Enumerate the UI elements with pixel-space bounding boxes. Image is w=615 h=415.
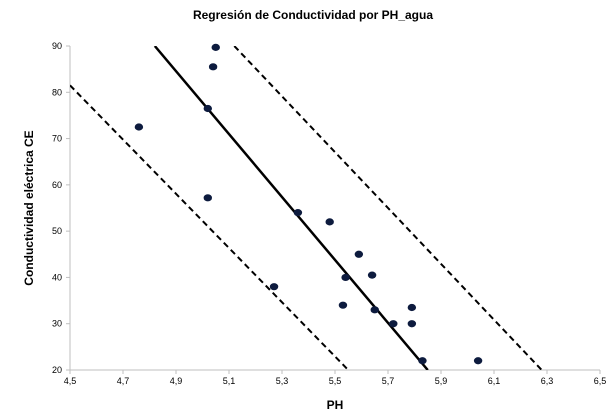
data-point xyxy=(418,357,427,365)
y-tick-label: 40 xyxy=(52,272,62,282)
axes: 4,5 4,7 4,9 5,1 5,3 5,5 5,7 5,9 6,1 6,3 6,5 20 30 40 5… xyxy=(52,41,606,386)
x-tick-label: 4,5 xyxy=(64,376,77,386)
regression-line xyxy=(153,46,429,370)
x-tick-label: 5,3 xyxy=(276,376,289,386)
data-point xyxy=(354,250,364,258)
y-tick-label: 70 xyxy=(52,134,62,144)
data-points xyxy=(134,43,483,365)
data-point xyxy=(269,283,279,291)
data-point xyxy=(389,320,398,328)
y-tick-label: 20 xyxy=(52,365,62,375)
x-tick-label: 5,7 xyxy=(382,376,395,386)
data-point xyxy=(208,63,218,71)
data-point xyxy=(211,43,220,51)
data-point xyxy=(367,271,377,279)
chart-title: Regresión de Conductividad por PH_agua xyxy=(193,8,433,22)
x-tick-label: 6,3 xyxy=(541,376,554,386)
regression-lines xyxy=(70,46,543,370)
data-point xyxy=(203,194,212,202)
data-point xyxy=(341,273,350,282)
y-tick-label: 60 xyxy=(52,180,62,190)
confidence-line xyxy=(70,84,349,370)
data-point xyxy=(338,301,348,309)
y-tick-label: 80 xyxy=(52,87,62,97)
x-tick-label: 4,9 xyxy=(170,376,183,386)
y-tick-label: 50 xyxy=(52,226,62,236)
y-tick-label: 90 xyxy=(52,41,62,51)
data-point xyxy=(293,209,303,217)
x-tick-label: 5,9 xyxy=(435,376,448,386)
data-point xyxy=(407,303,417,312)
x-tick-label: 5,1 xyxy=(223,376,236,386)
data-point xyxy=(325,218,334,226)
data-point xyxy=(407,320,417,328)
data-point xyxy=(473,357,483,365)
confidence-line xyxy=(233,46,543,370)
x-axis-label: PH xyxy=(327,398,344,412)
y-axis-label: Conductividad eléctrica CE xyxy=(22,130,36,285)
data-point xyxy=(134,123,144,131)
x-tick-label: 6,5 xyxy=(594,376,607,386)
x-tick-label: 4,7 xyxy=(117,376,130,386)
y-tick-label: 30 xyxy=(52,319,62,329)
x-tick-label: 6,1 xyxy=(488,376,501,386)
x-tick-label: 5,5 xyxy=(329,376,342,386)
data-point xyxy=(370,306,379,314)
data-point xyxy=(203,104,212,113)
